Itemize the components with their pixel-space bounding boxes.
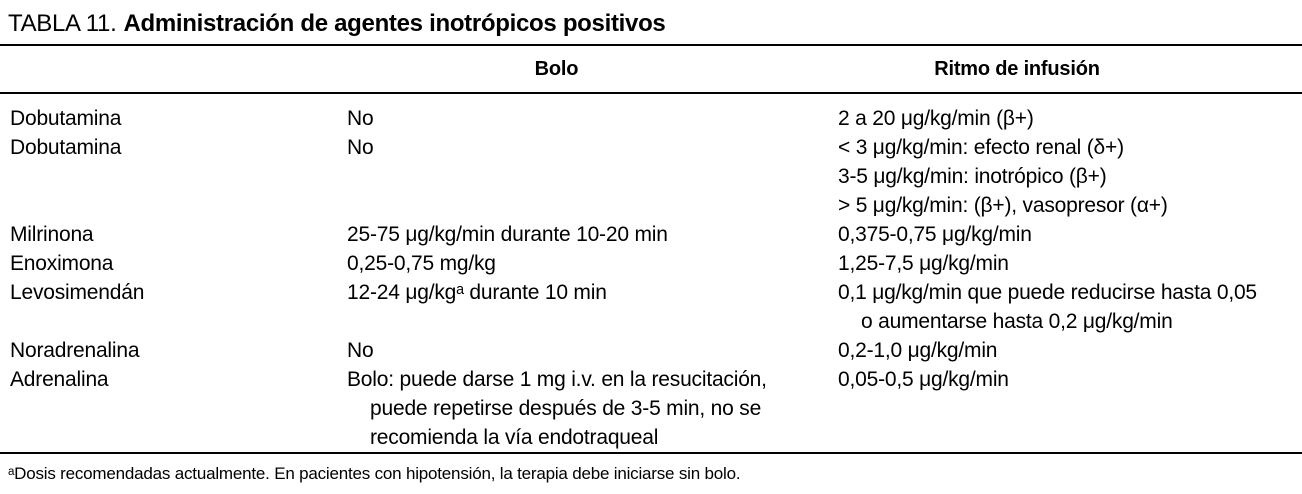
cell-line: Bolo: puede darse 1 mg i.v. en la resuci… <box>347 368 767 391</box>
drug-name: Levosimendán <box>10 281 145 304</box>
table-row-noradrenalina: Noradrenalina No 0,2-1,0 μg/kg/min <box>0 336 1302 365</box>
cell-line: 1,25-7,5 μg/kg/min <box>838 252 1009 275</box>
drug-name: Dobutamina <box>10 107 122 130</box>
column-header-bolo: Bolo <box>534 57 579 80</box>
bolo-cell: 0,25-0,75 mg/kg <box>347 249 838 278</box>
cell-line: < 3 μg/kg/min: efecto renal (δ+) <box>838 136 1124 159</box>
table-row-milrinona: Milrinona 25-75 μg/kg/min durante 10-20 … <box>0 220 1302 249</box>
cell-line: No <box>347 339 374 362</box>
infusion-cell: 0,05-0,5 μg/kg/min <box>838 365 1302 452</box>
cell-line: > 5 μg/kg/min: (β+), vasopresor (α+) <box>838 194 1168 217</box>
cell-line: 12-24 μg/kgᵃ durante 10 min <box>347 281 607 304</box>
rule-header-bottom <box>0 92 1302 94</box>
infusion-cell: 0,375-0,75 μg/kg/min <box>838 220 1302 249</box>
table-caption: Administración de agentes inotrópicos po… <box>123 10 666 37</box>
cell-line: 0,2-1,0 μg/kg/min <box>838 339 998 362</box>
table-row-adrenalina: Adrenalina Bolo: puede darse 1 mg i.v. e… <box>0 365 1302 452</box>
table-number: TABLA 11. <box>8 10 117 37</box>
cell-line: 0,1 μg/kg/min que puede reducirse hasta … <box>838 281 1257 304</box>
infusion-cell: < 3 μg/kg/min: efecto renal (δ+) 3-5 μg/… <box>838 133 1302 220</box>
drug-name: Dobutamina <box>10 136 122 159</box>
table-body: Dobutamina No 2 a 20 μg/kg/min (β+) Dobu… <box>0 94 1302 452</box>
cell-line: 0,05-0,5 μg/kg/min <box>838 368 1009 391</box>
table-title: TABLA 11. Administración de agentes inotr… <box>0 0 1302 38</box>
cell-line: 2 a 20 μg/kg/min (β+) <box>838 107 1034 130</box>
cell-line: No <box>347 136 374 159</box>
infusion-cell: 2 a 20 μg/kg/min (β+) <box>838 104 1302 133</box>
table-row-levosimendan: Levosimendán 12-24 μg/kgᵃ durante 10 min… <box>0 278 1302 336</box>
infusion-cell: 0,2-1,0 μg/kg/min <box>838 336 1302 365</box>
table-header-row: Bolo Ritmo de infusión <box>0 46 1302 92</box>
table-footnote: ᵃDosis recomendadas actualmente. En paci… <box>8 464 741 483</box>
drug-name: Enoximona <box>10 252 114 275</box>
drug-name: Milrinona <box>10 223 94 246</box>
cell-line: 0,25-0,75 mg/kg <box>347 252 496 275</box>
infusion-cell: 0,1 μg/kg/min que puede reducirse hasta … <box>838 278 1302 336</box>
bolo-cell: 25-75 μg/kg/min durante 10-20 min <box>347 220 838 249</box>
rule-top <box>0 44 1302 46</box>
table-row-dobutamina-2: Dobutamina No < 3 μg/kg/min: efecto rena… <box>0 133 1302 220</box>
drug-name: Noradrenalina <box>10 339 140 362</box>
bolo-cell: Bolo: puede darse 1 mg i.v. en la resuci… <box>347 365 838 452</box>
drug-name: Adrenalina <box>10 368 109 391</box>
bolo-cell: No <box>347 104 838 133</box>
cell-line: 0,375-0,75 μg/kg/min <box>838 223 1032 246</box>
cell-line: o aumentarse hasta 0,2 μg/kg/min <box>861 310 1173 333</box>
cell-line: 3-5 μg/kg/min: inotrópico (β+) <box>838 165 1107 188</box>
cell-line: No <box>347 107 374 130</box>
table-row-enoximona: Enoximona 0,25-0,75 mg/kg 1,25-7,5 μg/kg… <box>0 249 1302 278</box>
cell-line: puede repetirse después de 3-5 min, no s… <box>370 397 762 420</box>
bolo-cell: No <box>347 336 838 365</box>
cell-line: recomienda la vía endotraqueal <box>370 426 659 449</box>
rule-bottom <box>0 452 1302 454</box>
bolo-cell: No <box>347 133 838 220</box>
bolo-cell: 12-24 μg/kgᵃ durante 10 min <box>347 278 838 336</box>
infusion-cell: 1,25-7,5 μg/kg/min <box>838 249 1302 278</box>
cell-line: 25-75 μg/kg/min durante 10-20 min <box>347 223 668 246</box>
table-row-dobutamina-1: Dobutamina No 2 a 20 μg/kg/min (β+) <box>0 104 1302 133</box>
column-header-infusion-rate: Ritmo de infusión <box>934 57 1100 80</box>
